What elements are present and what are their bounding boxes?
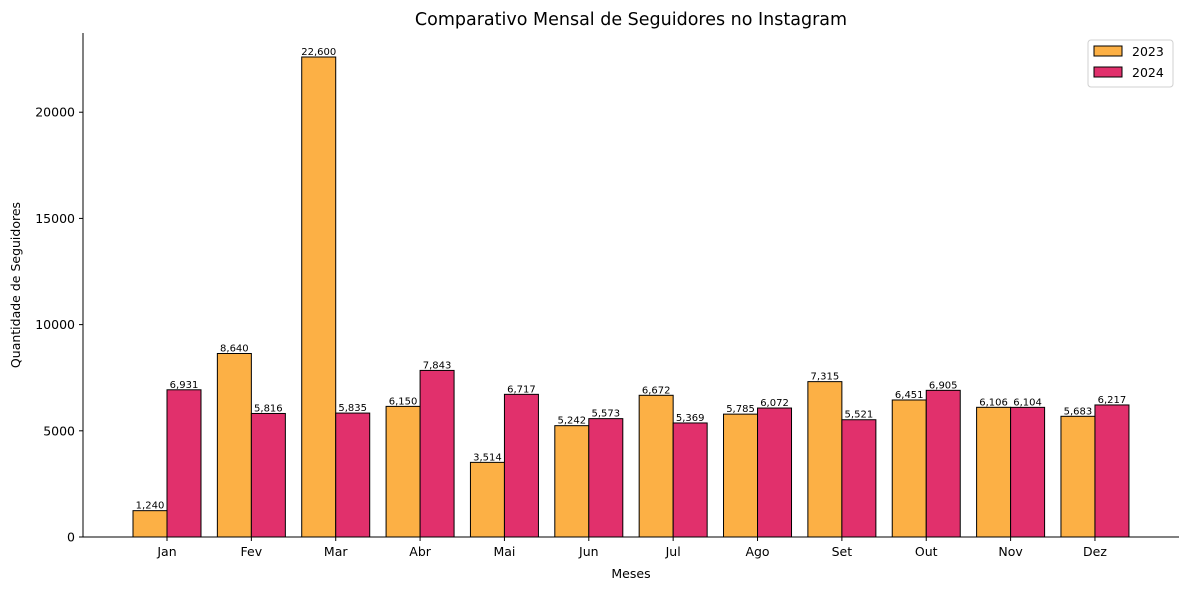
value-labels-layer: 1,240 6,931 8,640 5,816 22,600 5,835 6,150 7,84… [136, 47, 1127, 512]
chart-title: Comparativo Mensal de Seguidores no Inst… [415, 10, 847, 30]
value-label-2024-nov: 6,104 [1013, 397, 1042, 408]
x-tick-label: Abr [409, 544, 431, 559]
bar-2023-fev [216, 352, 252, 538]
x-tick-label: Ago [745, 544, 769, 559]
value-label-2024-abr: 7,843 [423, 360, 452, 371]
value-label-2023-abr: 6,150 [389, 396, 418, 407]
bar-2024-mar [335, 412, 371, 538]
y-tick-label: 5000 [43, 423, 75, 438]
bar-2023-set [807, 381, 843, 538]
bar-2023-jul [638, 394, 674, 538]
bar-2023-mar [301, 56, 337, 538]
bar-2024-jan [166, 389, 202, 538]
legend-label-2023: 2023 [1132, 44, 1164, 59]
x-tick-label: Nov [998, 544, 1023, 559]
y-tick-label: 20000 [35, 105, 75, 120]
bar-2024-dez [1094, 404, 1130, 538]
value-label-2023-ago: 5,785 [726, 404, 755, 415]
x-tick-label: Fev [241, 544, 263, 559]
value-label-2023-out: 6,451 [895, 390, 924, 401]
bar-2024-nov [1010, 406, 1046, 538]
y-ticks: 0 5000 10000 15000 20000 [35, 105, 83, 545]
bar-2023-jan [132, 510, 168, 538]
bar-2023-dez [1060, 415, 1096, 538]
x-tick-label: Jun [578, 544, 599, 559]
x-tick-label: Mar [324, 544, 348, 559]
x-tick-label: Jul [665, 544, 681, 559]
value-label-2023-jan: 1,240 [136, 501, 165, 512]
bar-2023-out [891, 399, 927, 538]
legend: 2023 2024 [1087, 39, 1174, 88]
bar-2024-ago [757, 407, 793, 538]
value-label-2024-fev: 5,816 [254, 403, 283, 414]
legend-label-2024: 2024 [1132, 65, 1164, 80]
bar-2024-jun [588, 418, 624, 538]
value-label-2024-out: 6,905 [929, 380, 958, 391]
value-label-2024-mar: 5,835 [338, 403, 367, 414]
x-ticks: Jan Fev Mar Abr Mai Jun Jul Ago Set Out Nov Dez [156, 537, 1107, 559]
y-tick-label: 15000 [35, 211, 75, 226]
bar-2023-abr [385, 405, 421, 538]
bar-2023-jun [554, 425, 590, 538]
value-label-2023-jun: 5,242 [557, 416, 586, 427]
value-label-2023-jul: 6,672 [642, 385, 671, 396]
bar-2023-ago [723, 413, 759, 538]
bar-2024-out [925, 389, 961, 538]
y-axis-title: Quantidade de Seguidores [8, 202, 23, 368]
value-label-2024-jul: 5,369 [676, 413, 705, 424]
legend-swatch-2024 [1093, 66, 1123, 78]
value-label-2024-jun: 5,573 [591, 409, 620, 420]
bar-2024-abr [419, 369, 455, 538]
value-label-2023-mar: 22,600 [301, 47, 336, 58]
value-label-2024-set: 5,521 [845, 410, 874, 421]
x-tick-label: Out [915, 544, 938, 559]
bar-2023-mai [469, 461, 505, 538]
x-tick-label: Jan [156, 544, 176, 559]
bars-layer [132, 56, 1130, 538]
x-tick-label: Set [832, 544, 853, 559]
y-tick-label: 0 [67, 530, 75, 545]
y-tick-label: 10000 [35, 317, 75, 332]
value-label-2024-dez: 6,217 [1098, 395, 1127, 406]
bar-2024-set [841, 419, 877, 538]
bar-2024-fev [250, 412, 286, 538]
x-tick-label: Mai [493, 544, 515, 559]
bar-2024-mai [503, 393, 539, 538]
value-label-2024-mai: 6,717 [507, 384, 536, 395]
value-label-2023-fev: 8,640 [220, 343, 249, 354]
x-axis-title: Meses [611, 566, 650, 581]
value-label-2023-nov: 6,106 [979, 397, 1008, 408]
value-label-2023-mai: 3,514 [473, 452, 502, 463]
bar-2024-jul [672, 422, 708, 538]
value-label-2024-ago: 6,072 [760, 398, 789, 409]
bar-2023-nov [976, 406, 1012, 538]
value-label-2023-set: 7,315 [811, 372, 840, 383]
value-label-2023-dez: 5,683 [1064, 406, 1093, 417]
x-tick-label: Dez [1083, 544, 1107, 559]
legend-swatch-2023 [1093, 45, 1123, 57]
value-label-2024-jan: 6,931 [170, 380, 199, 391]
